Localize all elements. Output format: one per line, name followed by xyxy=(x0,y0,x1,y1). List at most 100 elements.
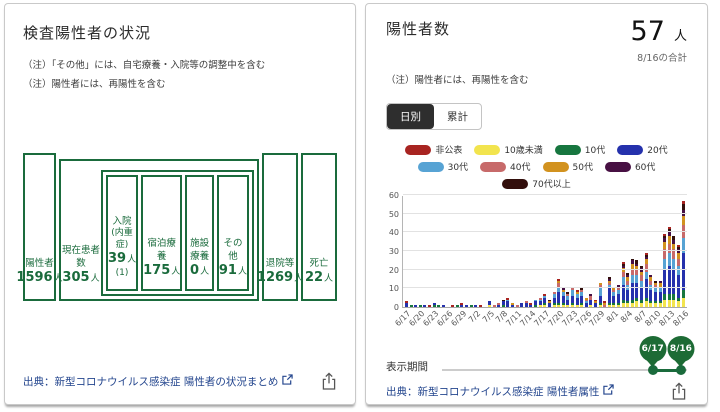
bar-column[interactable] xyxy=(478,305,482,307)
legend-swatch xyxy=(554,144,581,155)
x-tick xyxy=(617,308,620,334)
bar-segment xyxy=(667,252,671,266)
bar-column[interactable] xyxy=(607,277,611,307)
bar-segment xyxy=(566,293,570,296)
bar-column[interactable] xyxy=(437,305,441,307)
bar-column[interactable] xyxy=(626,273,630,307)
bar-column[interactable] xyxy=(428,305,432,307)
bar-column[interactable] xyxy=(405,301,409,307)
bar-column[interactable] xyxy=(621,262,625,307)
slider-track[interactable] xyxy=(442,369,687,371)
slider-handle-end[interactable] xyxy=(675,365,686,375)
bar-column[interactable] xyxy=(589,293,593,307)
bar-column[interactable] xyxy=(543,293,547,307)
bar-column[interactable] xyxy=(474,305,478,307)
bar-column[interactable] xyxy=(649,275,653,307)
bar-segment xyxy=(663,258,667,270)
bar-column[interactable] xyxy=(464,305,468,307)
bar-column[interactable] xyxy=(414,305,418,307)
bar-segment xyxy=(612,292,616,296)
bar-column[interactable] xyxy=(487,301,491,307)
bar-column[interactable] xyxy=(676,245,680,307)
bar-segment xyxy=(667,299,671,307)
bar-segment xyxy=(667,232,671,237)
bar-segment xyxy=(663,293,667,300)
slider-handle-start[interactable] xyxy=(647,365,658,375)
bar-column[interactable] xyxy=(593,299,597,307)
bar-column[interactable] xyxy=(575,290,579,307)
bar-column[interactable] xyxy=(511,303,515,307)
bar-column[interactable] xyxy=(612,286,616,307)
bar-column[interactable] xyxy=(557,279,561,307)
bar-column[interactable] xyxy=(566,292,570,307)
bar-column[interactable] xyxy=(580,288,584,307)
bar-column[interactable] xyxy=(515,305,519,307)
tab-cumulative[interactable]: 累計 xyxy=(434,104,481,129)
bar-segment xyxy=(584,303,588,307)
positives-share-button[interactable] xyxy=(671,382,687,400)
bar-segment xyxy=(593,301,597,304)
bar-column[interactable] xyxy=(524,301,528,307)
bar-column[interactable] xyxy=(552,292,556,307)
bar-column[interactable] xyxy=(469,305,473,307)
bar-column[interactable] xyxy=(630,258,634,307)
bar-column[interactable] xyxy=(460,303,464,307)
share-icon xyxy=(321,372,337,393)
bar-column[interactable] xyxy=(441,305,445,307)
flow-group-current-patients: 現在患者数 305 人 入院 (内重症) 39 人 (1) 宿泊療養 175 人 xyxy=(59,159,259,301)
bar-segment xyxy=(598,305,602,307)
bar-segment xyxy=(617,303,621,306)
bar-segment xyxy=(451,305,455,307)
bar-segment xyxy=(672,299,676,307)
bar-segment xyxy=(543,293,547,296)
bar-column[interactable] xyxy=(635,260,639,307)
bar-column[interactable] xyxy=(584,297,588,307)
bar-column[interactable] xyxy=(561,288,565,307)
bar-column[interactable] xyxy=(653,280,657,307)
bar-column[interactable] xyxy=(663,234,667,307)
positives-source-link[interactable]: 出典：新型コロナウイルス感染症 陽性者属性 xyxy=(386,384,615,399)
bar-segment xyxy=(653,282,657,285)
bar-column[interactable] xyxy=(538,297,542,307)
bar-column[interactable] xyxy=(529,303,533,307)
bar-segment xyxy=(506,297,510,300)
bar-column[interactable] xyxy=(497,303,501,307)
bar-column[interactable] xyxy=(667,226,671,307)
bar-column[interactable] xyxy=(644,252,648,307)
bar-column[interactable] xyxy=(418,305,422,307)
bar-column[interactable] xyxy=(681,200,685,307)
bar-segment xyxy=(589,295,593,300)
status-share-button[interactable] xyxy=(321,372,337,390)
bar-column[interactable] xyxy=(603,301,607,307)
bar-column[interactable] xyxy=(547,299,551,307)
bar-column[interactable] xyxy=(658,280,662,307)
bar-column[interactable] xyxy=(640,266,644,307)
legend-swatch xyxy=(617,144,644,155)
bar-column[interactable] xyxy=(534,299,538,307)
bar-column[interactable] xyxy=(409,305,413,307)
bar-column[interactable] xyxy=(501,299,505,307)
bar-column[interactable] xyxy=(423,305,427,307)
bar-column[interactable] xyxy=(506,297,510,307)
slider-pin-start[interactable]: 6/17 xyxy=(639,336,667,362)
bar-column[interactable] xyxy=(432,303,436,307)
bar-column[interactable] xyxy=(455,305,459,307)
bar-segment xyxy=(653,288,657,293)
bar-segment xyxy=(681,290,685,298)
bar-segment xyxy=(630,275,634,283)
bar-column[interactable] xyxy=(492,305,496,307)
bar-column[interactable] xyxy=(520,303,524,307)
bar-column[interactable] xyxy=(451,305,455,307)
tab-daily[interactable]: 日別 xyxy=(387,104,434,129)
period-slider[interactable]: 6/17 8/16 xyxy=(442,336,695,382)
bar-column[interactable] xyxy=(672,236,676,307)
legend-label: 30代 xyxy=(447,163,469,173)
bar-segment xyxy=(640,299,644,304)
status-source-link[interactable]: 出典：新型コロナウイルス感染症 陽性者の状況まとめ xyxy=(23,374,294,389)
bar-segment xyxy=(649,301,653,304)
bar-column[interactable] xyxy=(570,286,574,307)
bar-segment xyxy=(497,303,501,306)
bar-column[interactable] xyxy=(598,282,602,307)
slider-pin-end[interactable]: 8/16 xyxy=(667,336,695,362)
